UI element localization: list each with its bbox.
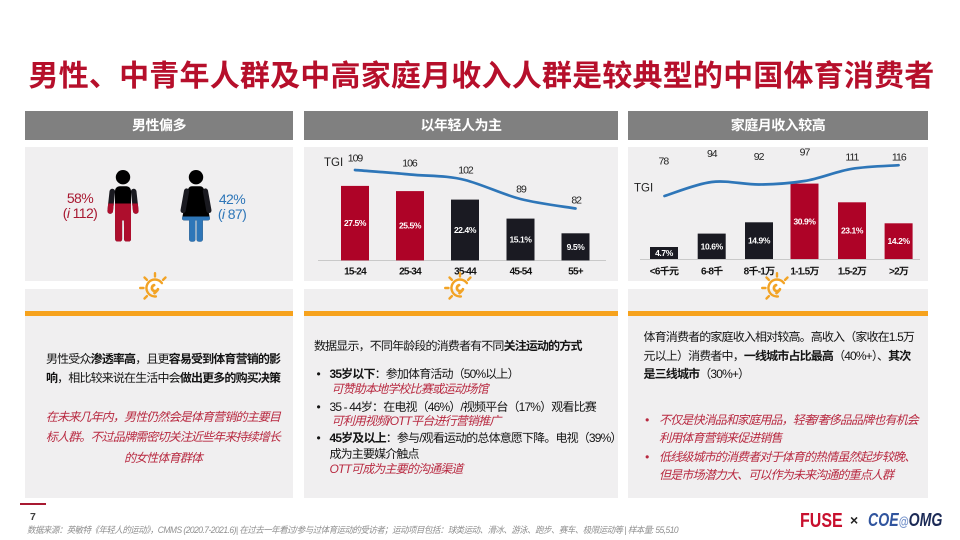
svg-text:45-54: 45-54 (510, 263, 533, 278)
svg-text:9.5%: 9.5% (567, 241, 586, 253)
svg-text:15.1%: 15.1% (509, 234, 532, 246)
svg-text:14.2%: 14.2% (888, 235, 911, 247)
svg-text:10.6%: 10.6% (701, 240, 724, 252)
svg-text:30.9%: 30.9% (793, 215, 816, 227)
svg-text:116: 116 (892, 150, 907, 165)
svg-text:15-24: 15-24 (344, 263, 367, 278)
svg-text:78: 78 (659, 153, 670, 168)
svg-text:TGI: TGI (634, 180, 653, 196)
svg-text:>2万: >2万 (889, 263, 909, 278)
svg-text:97: 97 (800, 147, 811, 160)
svg-text:25.5%: 25.5% (399, 220, 422, 232)
svg-text:92: 92 (754, 149, 765, 164)
svg-text:89: 89 (516, 182, 527, 197)
svg-text:<6千元: <6千元 (650, 263, 679, 278)
svg-text:82: 82 (571, 192, 582, 207)
svg-text:4.7%: 4.7% (655, 247, 674, 259)
svg-text:106: 106 (402, 156, 418, 171)
svg-text:25-34: 25-34 (399, 263, 422, 278)
svg-text:94: 94 (707, 147, 718, 161)
svg-text:6-8千: 6-8千 (701, 263, 723, 278)
svg-text:1.5-2万: 1.5-2万 (838, 263, 867, 278)
svg-text:TGI: TGI (324, 154, 343, 170)
svg-text:14.9%: 14.9% (748, 235, 771, 247)
svg-text:23.1%: 23.1% (841, 225, 864, 237)
svg-text:102: 102 (458, 163, 474, 178)
svg-text:22.4%: 22.4% (454, 224, 477, 236)
svg-text:8千-1万: 8千-1万 (744, 263, 775, 278)
svg-text:55+: 55+ (568, 263, 584, 278)
svg-text:111: 111 (845, 150, 859, 165)
svg-text:109: 109 (348, 150, 364, 165)
svg-text:1-1.5万: 1-1.5万 (790, 263, 819, 278)
svg-text:27.5%: 27.5% (344, 217, 367, 229)
